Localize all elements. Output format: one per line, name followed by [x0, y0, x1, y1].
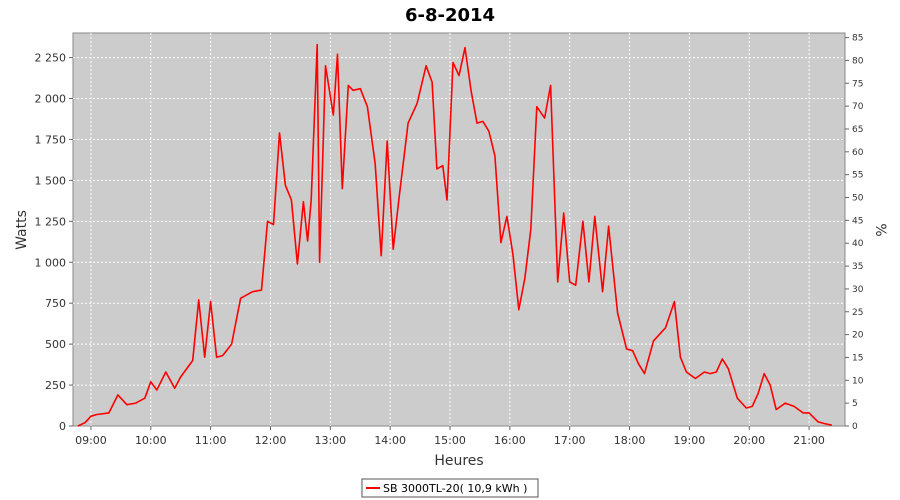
- y-tick-label: 1 750: [35, 133, 67, 146]
- x-tick-label: 19:00: [674, 434, 706, 447]
- y2-tick-label: 0: [852, 422, 858, 432]
- y2-tick-label: 10: [852, 376, 864, 386]
- y2-tick-label: 40: [852, 239, 864, 249]
- y2-tick-label: 55: [852, 171, 863, 181]
- y2-tick-label: 20: [852, 331, 864, 341]
- x-tick-label: 14:00: [374, 434, 406, 447]
- y2-tick-label: 5: [852, 399, 858, 409]
- x-tick-label: 09:00: [75, 434, 107, 447]
- y-axis-title: Watts: [14, 210, 30, 250]
- x-tick-label: 17:00: [554, 434, 586, 447]
- y-tick-label: 1 500: [35, 174, 67, 187]
- y2-tick-label: 80: [852, 56, 864, 66]
- y-tick-label: 1 000: [35, 256, 67, 269]
- x-tick-label: 13:00: [314, 434, 346, 447]
- legend-label: SB 3000TL-20( 10,9 kWh ): [383, 482, 527, 495]
- y-tick-label: 750: [45, 297, 66, 310]
- x-tick-label: 10:00: [135, 434, 167, 447]
- y2-tick-label: 60: [852, 148, 864, 158]
- legend-box: [361, 478, 539, 498]
- y2-tick-label: 25: [852, 308, 863, 318]
- y-tick-label: 2 250: [35, 52, 67, 65]
- x-tick-label: 18:00: [614, 434, 646, 447]
- y2-tick-label: 85: [852, 34, 863, 44]
- y2-tick-label: 30: [852, 285, 864, 295]
- y-tick-label: 0: [59, 420, 66, 433]
- series-line: [77, 43, 832, 427]
- legend: SB 3000TL-20( 10,9 kWh ): [361, 478, 539, 498]
- y2-tick-label: 65: [852, 125, 863, 135]
- y2-tick-label: 75: [852, 79, 863, 89]
- x-tick-label: 12:00: [255, 434, 287, 447]
- y-tick-label: 2 000: [35, 93, 67, 106]
- chart-title: 6-8-2014: [405, 5, 495, 26]
- y2-tick-label: 70: [852, 102, 864, 112]
- y2-axis-title: %: [872, 223, 888, 236]
- y-tick-label: 250: [45, 379, 66, 392]
- y2-tick-label: 15: [852, 353, 863, 363]
- y2-tick-label: 50: [852, 194, 864, 204]
- y2-tick-label: 35: [852, 262, 863, 272]
- x-tick-label: 11:00: [195, 434, 227, 447]
- x-tick-label: 16:00: [494, 434, 526, 447]
- x-axis-title: Heures: [434, 453, 483, 469]
- y-tick-label: 1 250: [35, 215, 67, 228]
- series-layer: [77, 43, 832, 427]
- x-tick-label: 21:00: [793, 434, 825, 447]
- x-tick-label: 15:00: [434, 434, 466, 447]
- y-tick-label: 500: [45, 338, 66, 351]
- grid: [73, 33, 845, 426]
- y2-tick-label: 45: [852, 216, 863, 226]
- x-tick-label: 20:00: [733, 434, 765, 447]
